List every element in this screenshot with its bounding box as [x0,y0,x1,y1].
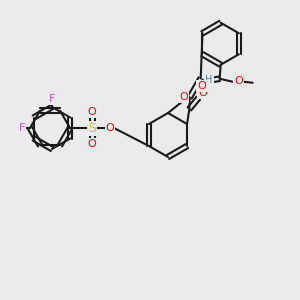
Text: O: O [179,92,188,103]
Text: O: O [88,139,96,149]
Text: O: O [198,88,207,98]
Text: F: F [49,94,55,104]
Text: O: O [234,76,243,86]
Text: O: O [88,107,96,117]
Text: O: O [106,123,114,133]
Text: O: O [197,81,206,91]
Text: S: S [88,122,96,134]
Text: H: H [206,75,213,85]
Text: F: F [19,123,25,133]
